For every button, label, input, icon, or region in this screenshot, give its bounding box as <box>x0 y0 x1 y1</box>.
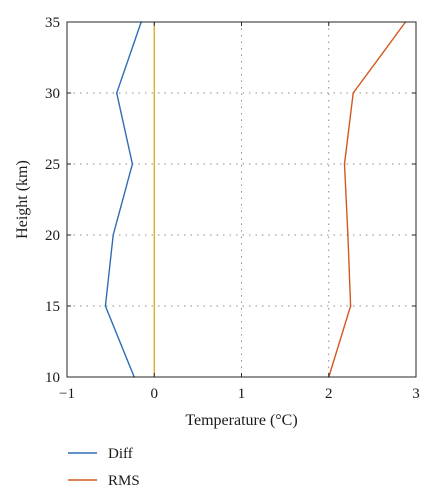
y-tick-label: 10 <box>45 370 60 386</box>
axis-ticks: −1 0 1 2 3 10 15 20 25 30 35 <box>45 15 420 402</box>
x-tick-label: −1 <box>59 386 75 402</box>
x-tick-label: 2 <box>325 386 333 402</box>
data-point-diff <box>115 92 118 94</box>
data-point-rms <box>352 92 354 94</box>
y-tick-label: 30 <box>45 86 60 102</box>
legend: Diff RMS <box>68 446 140 489</box>
data-point-rms <box>349 305 352 307</box>
y-tick-label: 35 <box>45 15 60 31</box>
legend-label-diff: Diff <box>108 446 133 462</box>
x-tick-label: 1 <box>238 386 246 402</box>
data-point-diff <box>104 305 107 307</box>
x-axis-label: Temperature (°C) <box>185 412 297 429</box>
series-line-rms <box>328 21 407 378</box>
y-tick-label: 20 <box>45 228 60 244</box>
data-point-diff <box>112 234 115 236</box>
y-axis-label: Height (km) <box>14 160 31 239</box>
y-tick-label: 15 <box>45 299 60 315</box>
legend-label-rms: RMS <box>108 473 140 489</box>
x-tick-label: 0 <box>151 386 159 402</box>
data-point-diff <box>131 163 134 165</box>
x-tick-label: 3 <box>412 386 420 402</box>
data-series <box>104 21 407 378</box>
data-point-rms <box>343 163 346 165</box>
data-point-rms <box>347 234 349 236</box>
grid-lines <box>67 22 416 377</box>
series-line-diff <box>104 21 142 378</box>
y-tick-label: 25 <box>45 157 60 173</box>
